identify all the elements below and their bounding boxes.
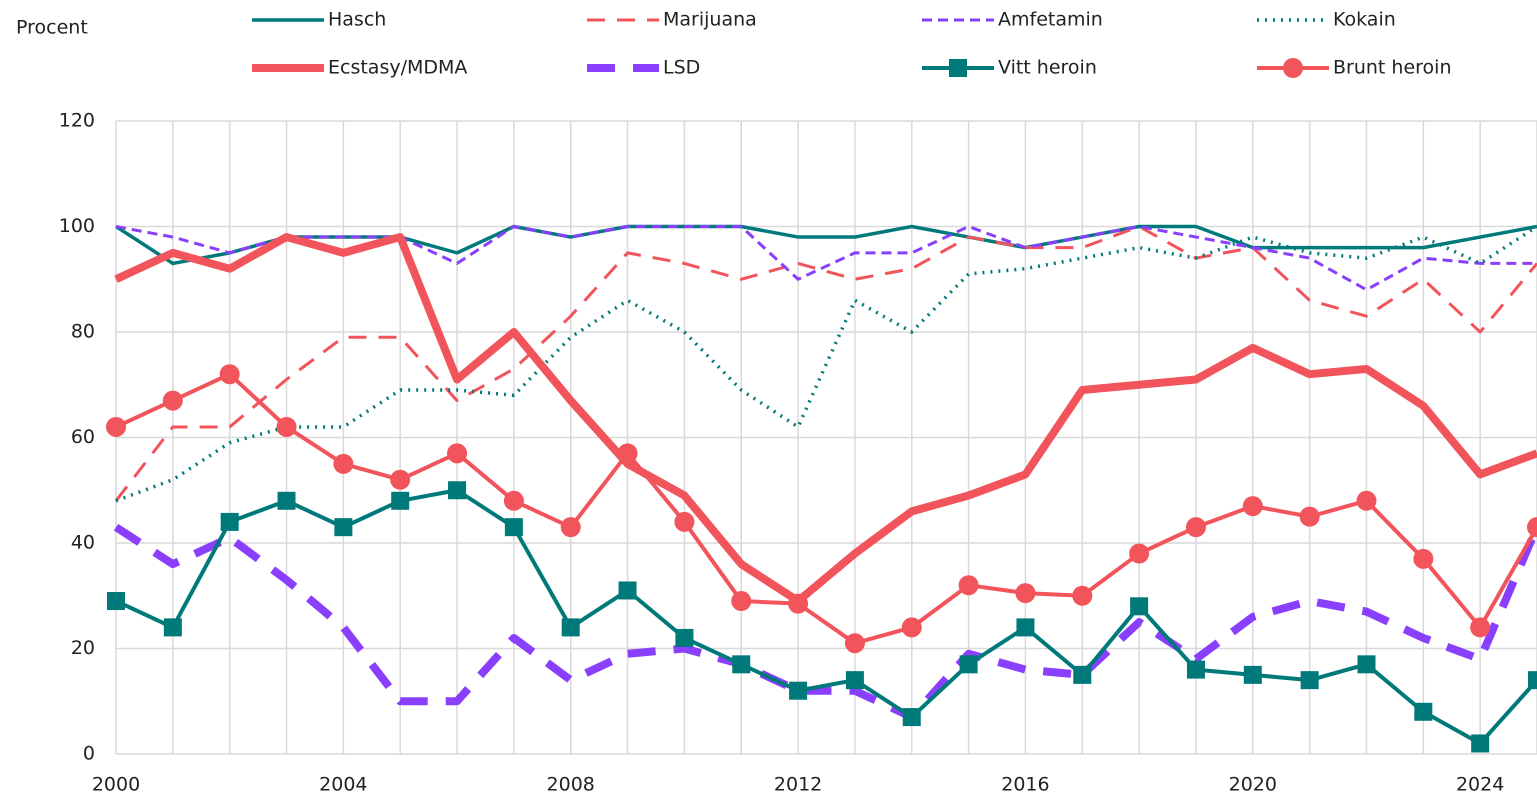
marker xyxy=(1129,543,1150,564)
y-tick-label: 80 xyxy=(71,321,95,343)
marker xyxy=(1528,671,1537,690)
series-line xyxy=(114,233,1537,606)
marker xyxy=(448,481,467,500)
marker xyxy=(1243,665,1262,684)
legend-marker xyxy=(949,59,967,77)
legend-label: Kokain xyxy=(1333,9,1396,31)
marker xyxy=(844,633,865,654)
marker xyxy=(219,364,240,385)
marker xyxy=(1414,702,1433,721)
marker xyxy=(1413,548,1434,569)
marker xyxy=(560,517,581,538)
marker xyxy=(1130,597,1149,616)
marker xyxy=(391,491,410,510)
marker xyxy=(220,512,239,531)
x-tick-label: 2016 xyxy=(1001,774,1049,796)
y-tick-label: 40 xyxy=(71,532,95,554)
marker xyxy=(277,491,296,510)
marker xyxy=(617,443,638,464)
marker xyxy=(107,592,125,611)
marker xyxy=(675,628,694,647)
y-tick-label: 0 xyxy=(83,743,95,765)
marker xyxy=(561,618,580,637)
marker xyxy=(447,443,468,464)
marker xyxy=(1073,665,1092,684)
marker xyxy=(1357,655,1376,674)
x-tick-label: 2020 xyxy=(1229,774,1277,796)
legend-label: Amfetamin xyxy=(998,9,1103,31)
marker xyxy=(958,575,979,596)
y-axis-label: Procent xyxy=(16,17,88,39)
marker xyxy=(1186,660,1205,679)
marker xyxy=(1016,618,1035,637)
marker xyxy=(333,453,354,474)
marker xyxy=(901,617,922,638)
marker xyxy=(276,416,297,437)
marker xyxy=(390,469,411,490)
legend-label: Vitt heroin xyxy=(998,57,1097,79)
marker xyxy=(618,581,637,600)
marker xyxy=(1015,583,1036,604)
marker xyxy=(504,518,523,537)
x-tick-label: 2012 xyxy=(774,774,822,796)
x-tick-label: 2004 xyxy=(319,774,367,796)
marker xyxy=(788,593,809,614)
marker xyxy=(845,671,864,690)
marker xyxy=(1356,490,1377,511)
x-tick-label: 2000 xyxy=(92,774,140,796)
legend-label: Brunt heroin xyxy=(1333,57,1452,79)
marker xyxy=(1300,671,1319,690)
x-tick-label: 2008 xyxy=(547,774,595,796)
series-line xyxy=(114,225,1537,502)
y-tick-label: 120 xyxy=(59,110,95,132)
marker xyxy=(334,518,353,537)
marker xyxy=(1185,517,1206,538)
marker xyxy=(902,708,921,727)
legend-marker xyxy=(1283,58,1303,78)
legend-label: LSD xyxy=(663,57,700,79)
legend-label: Marijuana xyxy=(663,9,757,31)
marker xyxy=(732,655,751,674)
marker xyxy=(162,390,183,411)
marker xyxy=(1527,517,1537,538)
marker xyxy=(674,511,695,532)
marker xyxy=(959,655,978,674)
marker xyxy=(1470,617,1491,638)
y-tick-label: 100 xyxy=(59,215,95,237)
series-line xyxy=(115,225,1537,292)
marker xyxy=(789,681,808,700)
x-tick-label: 2024 xyxy=(1456,774,1504,796)
marker xyxy=(1072,585,1093,606)
marker xyxy=(106,416,126,437)
legend-label: Hasch xyxy=(328,9,386,31)
y-tick-label: 20 xyxy=(71,637,95,659)
series-line xyxy=(113,523,1537,722)
marker xyxy=(731,591,752,612)
series-line xyxy=(115,488,1537,746)
marker xyxy=(1299,506,1320,527)
legend-label: Ecstasy/MDMA xyxy=(328,57,467,79)
marker xyxy=(1242,496,1263,517)
marker xyxy=(1471,734,1490,753)
y-tick-label: 60 xyxy=(71,426,95,448)
marker xyxy=(503,490,524,511)
marker xyxy=(163,618,182,637)
